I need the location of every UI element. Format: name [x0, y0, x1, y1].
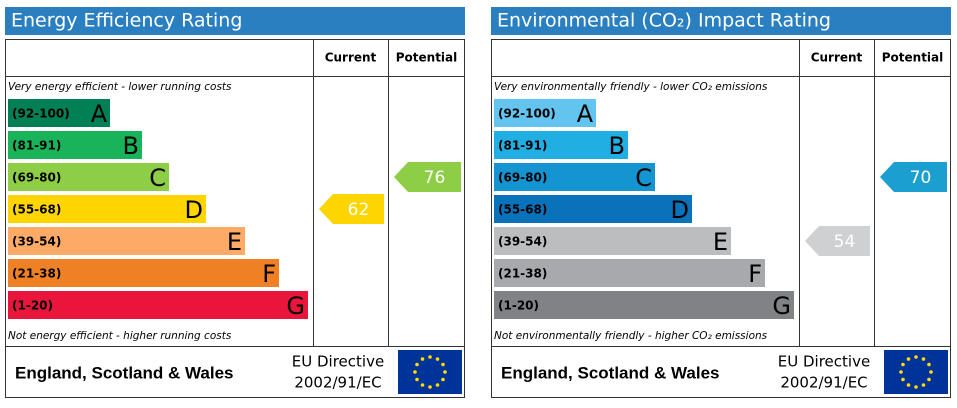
footer-directive: 2002/91/EC	[780, 374, 867, 392]
band-letter: D	[671, 196, 689, 224]
eu-star	[929, 370, 933, 374]
rating-band	[494, 227, 731, 255]
rating-band	[494, 195, 692, 223]
eu-star	[428, 355, 432, 359]
rating-band	[494, 163, 655, 191]
eu-star	[441, 377, 445, 382]
band-letter: F	[748, 260, 762, 288]
eu-star	[906, 383, 911, 387]
bottom-note: Not energy efficient - higher running co…	[8, 330, 232, 342]
rating-band	[8, 131, 142, 159]
band-letter: F	[262, 260, 276, 288]
top-note: Very energy efficient - lower running co…	[8, 81, 232, 93]
band-range: (55-68)	[498, 203, 547, 217]
rating-arrow	[394, 162, 461, 192]
band-letter: A	[577, 100, 594, 128]
band-range: (92-100)	[12, 107, 70, 121]
band-letter: C	[635, 164, 652, 192]
footer-directive: EU Directive	[778, 353, 870, 371]
eu-star	[927, 362, 931, 367]
column-header: Current	[325, 51, 377, 65]
rating-band	[494, 291, 794, 319]
band-range: (1-20)	[498, 299, 539, 313]
rating-band	[494, 99, 596, 127]
rating-band	[8, 259, 279, 287]
band-letter: E	[713, 228, 728, 256]
rating-value: 54	[834, 232, 856, 252]
eu-star	[420, 357, 425, 361]
band-letter: E	[227, 228, 242, 256]
eu-star	[901, 377, 905, 382]
band-range: (69-80)	[12, 171, 61, 185]
eu-star	[435, 383, 440, 387]
eu-star	[914, 355, 918, 359]
band-letter: A	[91, 100, 108, 128]
title-bar	[5, 7, 465, 35]
band-range: (55-68)	[12, 203, 61, 217]
eu-star	[415, 377, 419, 382]
footer-directive: 2002/91/EC	[294, 374, 381, 392]
footer-directive: EU Directive	[292, 353, 384, 371]
bottom-note: Not environmentally friendly - higher CO…	[494, 330, 768, 342]
band-letter: D	[185, 196, 203, 224]
rating-band	[8, 99, 110, 127]
rating-arrow	[805, 226, 870, 256]
eu-star	[443, 370, 447, 374]
rating-band	[8, 195, 206, 223]
column-header: Potential	[882, 51, 944, 65]
eu-star	[901, 362, 905, 367]
band-range: (1-20)	[12, 299, 53, 313]
eu-star	[441, 362, 445, 367]
rating-band	[8, 291, 308, 319]
panel-title: Energy Efficiency Rating	[11, 10, 242, 32]
eu-star	[435, 357, 440, 361]
eu-star	[899, 370, 903, 374]
panel-title: Environmental (CO₂) Impact Rating	[497, 10, 831, 32]
eu-star	[413, 370, 417, 374]
rating-arrow	[319, 194, 384, 224]
eu-star	[428, 385, 432, 389]
eu-star	[415, 362, 419, 367]
title-bar	[491, 7, 951, 35]
eu-star	[914, 385, 918, 389]
rating-value: 70	[910, 168, 932, 188]
band-range: (21-38)	[498, 267, 547, 281]
rating-band	[494, 259, 765, 287]
band-letter: B	[609, 132, 625, 160]
eu-star	[906, 357, 911, 361]
column-header: Current	[811, 51, 863, 65]
rating-band	[8, 227, 245, 255]
footer-region: England, Scotland & Wales	[15, 363, 234, 382]
rating-band	[494, 131, 628, 159]
band-range: (81-91)	[12, 139, 61, 153]
band-range: (69-80)	[498, 171, 547, 185]
rating-value: 76	[424, 168, 446, 188]
rating-value: 62	[348, 200, 370, 220]
band-range: (81-91)	[498, 139, 547, 153]
column-header: Potential	[396, 51, 458, 65]
rating-arrow	[880, 162, 947, 192]
eu-star	[420, 383, 425, 387]
band-letter: B	[123, 132, 139, 160]
band-range: (39-54)	[498, 235, 547, 249]
eu-star	[921, 357, 926, 361]
footer-region: England, Scotland & Wales	[501, 363, 720, 382]
band-range: (21-38)	[12, 267, 61, 281]
eu-star	[921, 383, 926, 387]
top-note: Very environmentally friendly - lower CO…	[494, 81, 768, 93]
band-range: (39-54)	[12, 235, 61, 249]
band-letter: C	[149, 164, 166, 192]
band-letter: G	[772, 292, 791, 320]
eu-star	[927, 377, 931, 382]
band-letter: G	[286, 292, 305, 320]
band-range: (92-100)	[498, 107, 556, 121]
rating-band	[8, 163, 169, 191]
